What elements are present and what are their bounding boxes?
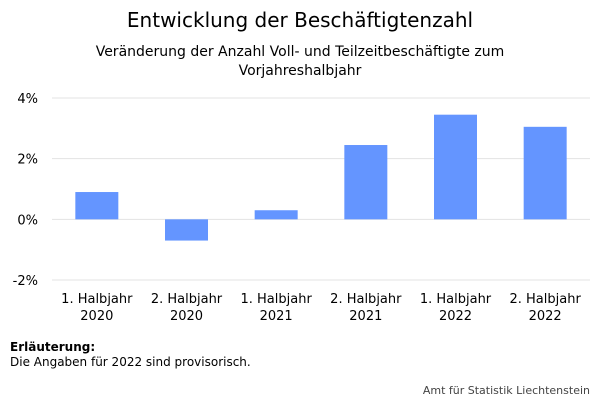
bar [75, 192, 119, 220]
note-title: Erläuterung: [10, 340, 96, 354]
x-tick-label: 1. Halbjahr 2022 [420, 292, 492, 324]
chart-title: Entwicklung der Beschäftigtenzahl [126, 8, 474, 32]
y-tick-label: -2% [13, 274, 38, 289]
y-tick-label: 2% [17, 153, 38, 168]
x-tick-label: 1. Halbjahr 2020 [61, 292, 133, 324]
x-tick-label: 2. Halbjahr 2020 [151, 292, 223, 324]
bar [254, 210, 298, 220]
y-tick-label: 4% [17, 92, 38, 107]
bar [165, 219, 208, 241]
x-tick-label: 2. Halbjahr 2021 [330, 292, 402, 324]
x-tick-label: 2. Halbjahr 2022 [510, 292, 582, 324]
y-tick-label: 0% [17, 213, 38, 228]
bar [523, 126, 567, 220]
x-tick-label: 1. Halbjahr 2021 [241, 292, 313, 324]
chart-subtitle: Veränderung der Anzahl Voll- und Teilzei… [95, 44, 505, 79]
source-credit: Amt für Statistik Liechtenstein [422, 384, 590, 397]
bar [434, 114, 477, 220]
note-text: Die Angaben für 2022 sind provisorisch. [10, 355, 251, 369]
bar [344, 145, 388, 220]
